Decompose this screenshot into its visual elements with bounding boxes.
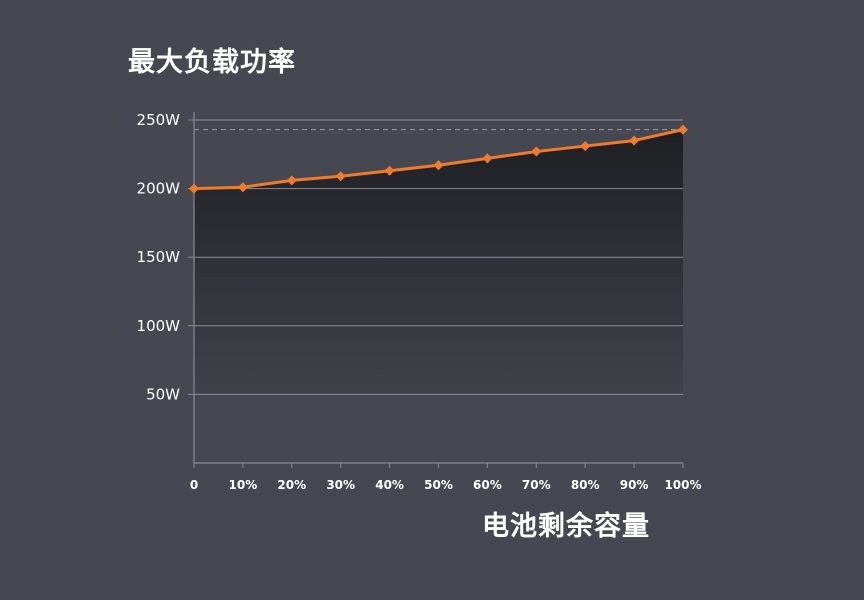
data-point xyxy=(433,160,444,171)
data-point xyxy=(629,135,640,146)
data-point xyxy=(384,165,395,176)
x-tick-label: 90% xyxy=(620,478,649,492)
x-tick-label: 50% xyxy=(424,478,453,492)
data-point xyxy=(237,182,248,193)
x-tick-label: 20% xyxy=(277,478,306,492)
data-point xyxy=(482,153,493,164)
area-fill xyxy=(194,129,683,395)
data-point xyxy=(531,146,542,157)
y-tick-label: 200W xyxy=(137,180,181,198)
x-tick-label: 40% xyxy=(375,478,404,492)
chart-title: 最大负载功率 xyxy=(128,47,296,78)
x-tick-label: 0 xyxy=(190,478,198,492)
x-tick-label: 10% xyxy=(229,478,258,492)
y-tick-label: 50W xyxy=(146,385,180,403)
data-point xyxy=(286,175,297,186)
y-tick-label: 150W xyxy=(137,248,181,266)
data-point xyxy=(189,183,199,194)
x-tick-label: 30% xyxy=(326,478,355,492)
x-axis-title: 电池剩余容量 xyxy=(482,511,650,542)
y-tick-label: 100W xyxy=(137,317,181,335)
x-tick-label: 80% xyxy=(571,478,600,492)
data-point xyxy=(335,171,346,182)
x-tick-label: 70% xyxy=(522,478,551,492)
data-point xyxy=(580,141,591,152)
data-point xyxy=(678,124,688,135)
y-tick-label: 250W xyxy=(137,111,181,129)
x-tick-label: 100% xyxy=(664,478,701,492)
x-tick-label: 60% xyxy=(473,478,502,492)
